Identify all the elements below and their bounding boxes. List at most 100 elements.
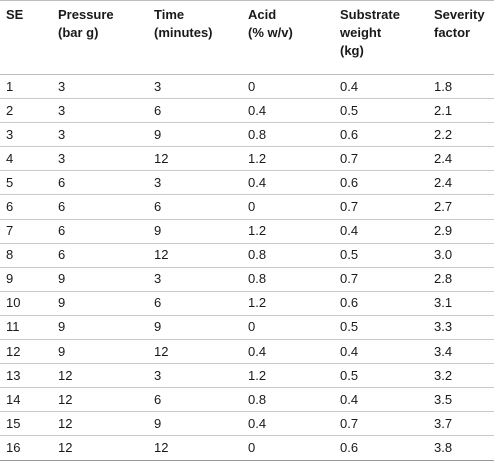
cell-time: 12: [154, 339, 248, 365]
cell-substrate-weight: 0.7: [340, 267, 434, 292]
table-row: 2 3 6 0.4 0.5 2.1: [0, 98, 494, 124]
table-row: 11 9 9 0 0.5 3.3: [0, 315, 494, 341]
cell-se: 10: [0, 291, 58, 316]
cell-pressure: 12: [58, 387, 154, 413]
cell-time: 3: [154, 170, 248, 196]
cell-acid: 1.2: [248, 363, 340, 389]
cell-acid: 0: [248, 435, 340, 461]
header-time: Time (minutes): [154, 0, 248, 75]
cell-time: 12: [154, 435, 248, 461]
cell-time: 9: [154, 315, 248, 341]
cell-time: 9: [154, 219, 248, 244]
cell-severity-factor: 2.2: [434, 122, 494, 148]
table-row: 9 9 3 0.8 0.7 2.8: [0, 267, 494, 292]
cell-se: 14: [0, 387, 58, 413]
cell-time: 3: [154, 74, 248, 100]
cell-pressure: 12: [58, 363, 154, 389]
cell-pressure: 3: [58, 74, 154, 100]
cell-time: 6: [154, 98, 248, 124]
cell-se: 13: [0, 363, 58, 389]
cell-acid: 0.8: [248, 243, 340, 268]
cell-acid: 0.8: [248, 267, 340, 292]
cell-substrate-weight: 0.6: [340, 170, 434, 196]
cell-time: 3: [154, 267, 248, 292]
cell-se: 3: [0, 122, 58, 148]
cell-se: 9: [0, 267, 58, 292]
cell-time: 12: [154, 243, 248, 268]
cell-pressure: 3: [58, 122, 154, 148]
cell-se: 7: [0, 219, 58, 244]
cell-acid: 0.8: [248, 122, 340, 148]
cell-severity-factor: 3.5: [434, 387, 494, 413]
cell-severity-factor: 3.8: [434, 435, 494, 461]
cell-pressure: 3: [58, 98, 154, 124]
cell-severity-factor: 2.4: [434, 146, 494, 172]
cell-se: 5: [0, 170, 58, 196]
cell-substrate-weight: 0.4: [340, 219, 434, 244]
cell-severity-factor: 3.3: [434, 315, 494, 341]
cell-pressure: 6: [58, 219, 154, 244]
table-row: 10 9 6 1.2 0.6 3.1: [0, 291, 494, 316]
cell-time: 9: [154, 122, 248, 148]
table-row: 7 6 9 1.2 0.4 2.9: [0, 219, 494, 244]
cell-severity-factor: 2.1: [434, 98, 494, 124]
cell-acid: 0.4: [248, 411, 340, 437]
header-severity-factor: Severity factor: [434, 0, 494, 75]
cell-substrate-weight: 0.4: [340, 339, 434, 365]
table-row: 14 12 6 0.8 0.4 3.5: [0, 387, 494, 413]
cell-severity-factor: 1.8: [434, 74, 494, 100]
cell-substrate-weight: 0.5: [340, 363, 434, 389]
header-row: SE Pressure (bar g) Time (minutes) Acid …: [0, 0, 494, 75]
cell-severity-factor: 3.0: [434, 243, 494, 268]
cell-acid: 0: [248, 315, 340, 341]
cell-acid: 0.4: [248, 98, 340, 124]
table-row: 5 6 3 0.4 0.6 2.4: [0, 170, 494, 196]
cell-time: 12: [154, 146, 248, 172]
table-row: 15 12 9 0.4 0.7 3.7: [0, 411, 494, 437]
cell-se: 4: [0, 146, 58, 172]
cell-substrate-weight: 0.6: [340, 291, 434, 316]
cell-pressure: 6: [58, 243, 154, 268]
table-row: 8 6 12 0.8 0.5 3.0: [0, 243, 494, 268]
cell-se: 12: [0, 339, 58, 365]
cell-severity-factor: 3.1: [434, 291, 494, 316]
cell-pressure: 12: [58, 435, 154, 461]
cell-se: 1: [0, 74, 58, 100]
cell-acid: 0.4: [248, 170, 340, 196]
cell-severity-factor: 3.7: [434, 411, 494, 437]
cell-se: 15: [0, 411, 58, 437]
table-row: 4 3 12 1.2 0.7 2.4: [0, 146, 494, 172]
cell-se: 11: [0, 315, 58, 341]
cell-acid: 0.8: [248, 387, 340, 413]
header-pressure: Pressure (bar g): [58, 0, 154, 75]
cell-severity-factor: 2.7: [434, 194, 494, 220]
cell-substrate-weight: 0.7: [340, 411, 434, 437]
cell-severity-factor: 2.4: [434, 170, 494, 196]
cell-time: 9: [154, 411, 248, 437]
cell-substrate-weight: 0.7: [340, 194, 434, 220]
cell-acid: 0.4: [248, 339, 340, 365]
cell-substrate-weight: 0.4: [340, 74, 434, 100]
cell-severity-factor: 2.8: [434, 267, 494, 292]
cell-substrate-weight: 0.5: [340, 243, 434, 268]
cell-substrate-weight: 0.6: [340, 122, 434, 148]
cell-se: 6: [0, 194, 58, 220]
cell-acid: 1.2: [248, 219, 340, 244]
table-row: 6 6 6 0 0.7 2.7: [0, 194, 494, 220]
table-row: 3 3 9 0.8 0.6 2.2: [0, 122, 494, 148]
cell-pressure: 9: [58, 339, 154, 365]
cell-substrate-weight: 0.4: [340, 387, 434, 413]
cell-pressure: 12: [58, 411, 154, 437]
cell-severity-factor: 2.9: [434, 219, 494, 244]
cell-acid: 1.2: [248, 291, 340, 316]
table-body: 1 3 3 0 0.4 1.8 2 3 6 0.4 0.5 2.1 3 3 9 0.8 0.6 2.2 4 3 12 1.…: [0, 74, 494, 461]
cell-acid: 0: [248, 74, 340, 100]
cell-pressure: 9: [58, 267, 154, 292]
cell-se: 16: [0, 435, 58, 461]
cell-time: 6: [154, 291, 248, 316]
table-row: 12 9 12 0.4 0.4 3.4: [0, 339, 494, 365]
cell-pressure: 9: [58, 291, 154, 316]
header-acid: Acid (% w/v): [248, 0, 340, 75]
